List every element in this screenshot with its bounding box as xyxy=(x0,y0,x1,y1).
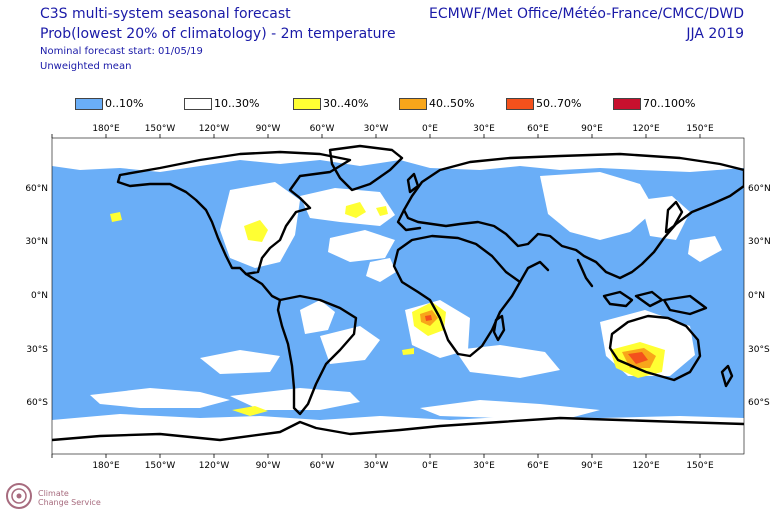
lon-label: 120°W xyxy=(199,461,230,471)
lat-label: 60°N xyxy=(25,184,48,194)
lon-label: 0°E xyxy=(422,124,438,134)
legend-label: 70..100% xyxy=(643,97,696,110)
lon-label: 90°E xyxy=(581,124,603,134)
logo-text: Climate Change Service xyxy=(38,489,101,507)
legend-swatch xyxy=(75,98,103,110)
legend-label: 30..40% xyxy=(323,97,369,110)
centres-list: ECMWF/Met Office/Météo-France/CMCC/DWD xyxy=(429,6,744,22)
mean-type: Unweighted mean xyxy=(40,61,132,72)
legend-label: 10..30% xyxy=(214,97,260,110)
lon-label: 180°E xyxy=(92,124,120,134)
lon-label: 150°W xyxy=(145,461,176,471)
lon-label: 120°W xyxy=(199,124,230,134)
lon-label: 120°E xyxy=(632,124,660,134)
probability-10-30-regions xyxy=(52,138,744,454)
lon-label: 30°W xyxy=(364,461,389,471)
lon-label: 90°W xyxy=(256,124,281,134)
lat-label: 60°N xyxy=(748,184,771,194)
lat-label: 30°N xyxy=(25,237,48,247)
latitude-labels-right: 60°N 30°N 0°N 30°S 60°S xyxy=(748,184,771,408)
lon-label: 90°W xyxy=(256,461,281,471)
map-title: C3S multi-system seasonal forecast xyxy=(40,6,291,22)
lat-label: 0°N xyxy=(748,291,765,301)
longitude-ticks xyxy=(51,134,701,458)
legend-swatch xyxy=(506,98,534,110)
season-label: JJA 2019 xyxy=(686,26,744,42)
probability-30-40-regions xyxy=(110,202,665,416)
lon-label: 60°E xyxy=(527,124,549,134)
logo-line-2: Change Service xyxy=(38,498,101,507)
lat-label: 60°S xyxy=(748,398,770,408)
lon-label: 30°E xyxy=(473,124,495,134)
lat-label: 30°S xyxy=(26,345,48,355)
legend-swatch xyxy=(184,98,212,110)
lat-label: 30°N xyxy=(748,237,771,247)
map-frame xyxy=(51,137,745,455)
longitude-labels-top: 180°E 150°W 120°W 90°W 60°W 30°W 0°E 30°… xyxy=(92,124,714,134)
lon-label: 180°E xyxy=(92,461,120,471)
map-subtitle: Prob(lowest 20% of climatology) - 2m tem… xyxy=(40,26,396,42)
lon-label: 120°E xyxy=(632,461,660,471)
lon-label: 60°W xyxy=(310,461,335,471)
lat-label: 60°S xyxy=(26,398,48,408)
lon-label: 60°E xyxy=(527,461,549,471)
coastlines xyxy=(52,144,744,442)
lon-label: 30°W xyxy=(364,124,389,134)
lon-label: 150°E xyxy=(686,124,714,134)
climate-logo-icon xyxy=(6,483,32,509)
legend-swatch xyxy=(293,98,321,110)
legend-swatch xyxy=(613,98,641,110)
lon-label: 60°W xyxy=(310,124,335,134)
forecast-start: Nominal forecast start: 01/05/19 xyxy=(40,46,203,57)
lat-label: 0°N xyxy=(31,291,48,301)
lon-label: 150°W xyxy=(145,124,176,134)
lon-label: 0°E xyxy=(422,461,438,471)
lon-label: 90°E xyxy=(581,461,603,471)
lon-label: 30°E xyxy=(473,461,495,471)
legend-label: 50..70% xyxy=(536,97,582,110)
probability-50-70-regions xyxy=(425,315,648,364)
longitude-labels-bottom: 180°E 150°W 120°W 90°W 60°W 30°W 0°E 30°… xyxy=(92,461,714,471)
lon-label: 150°E xyxy=(686,461,714,471)
legend-label: 40..50% xyxy=(429,97,475,110)
logo-line-1: Climate xyxy=(38,489,69,498)
lat-label: 30°S xyxy=(748,345,770,355)
legend-swatch xyxy=(399,98,427,110)
legend-label: 0..10% xyxy=(105,97,144,110)
copernicus-logo: Climate Change Service xyxy=(4,476,124,518)
latitude-labels-left: 60°N 30°N 0°N 30°S 60°S xyxy=(25,184,48,408)
